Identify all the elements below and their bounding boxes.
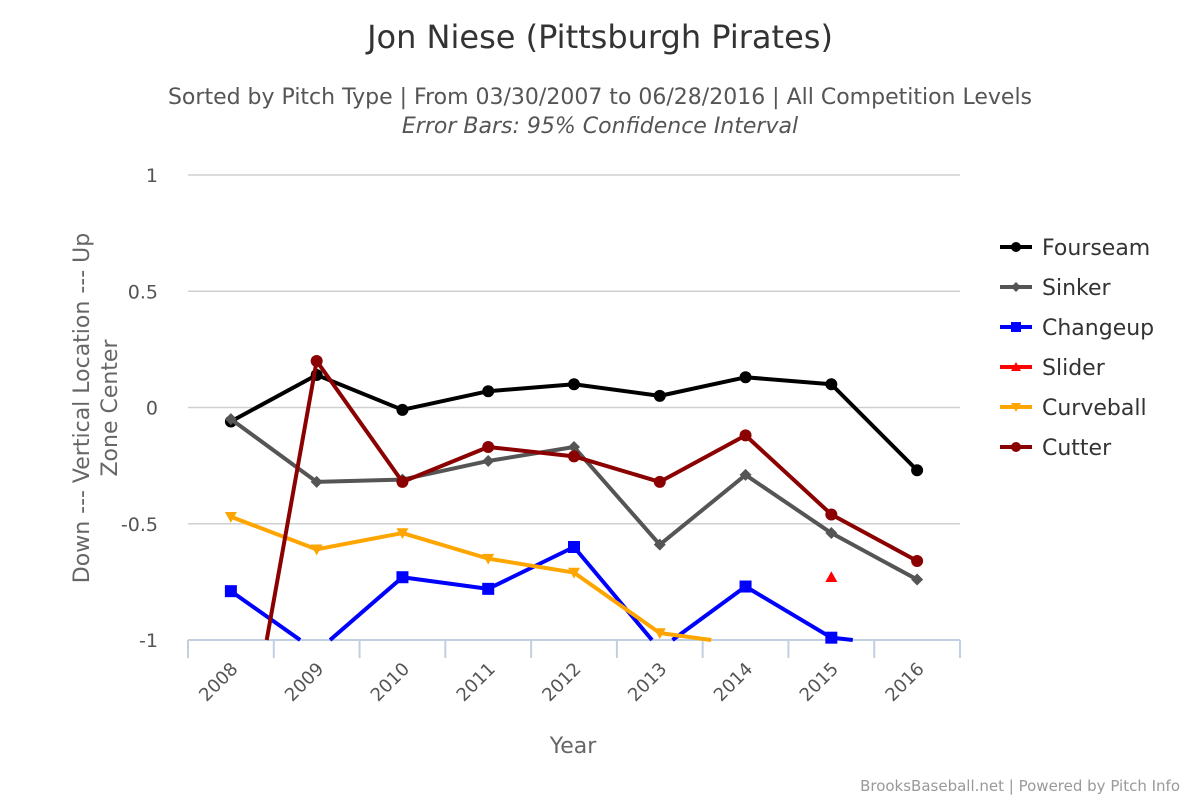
sinker-point[interactable] — [739, 468, 752, 481]
cutter-line — [264, 359, 919, 641]
curveball-point[interactable] — [224, 511, 237, 523]
sinker-point[interactable] — [224, 413, 237, 426]
x-tick-label: 2012 — [538, 659, 585, 706]
legend-marker[interactable] — [1011, 442, 1021, 452]
sinker-point[interactable] — [568, 441, 580, 454]
changeup-point[interactable] — [396, 571, 409, 584]
chart-subtitle-2: Error Bars: 95% Confidence Interval — [402, 114, 798, 139]
cutter-point[interactable] — [482, 441, 495, 454]
legend-marker[interactable] — [1011, 362, 1021, 371]
legend-label: Changeup — [1042, 316, 1154, 341]
legend-label: Curveball — [1042, 396, 1147, 421]
legend-marker[interactable] — [1011, 322, 1021, 332]
y-axis-title-line2: Zone Center — [98, 339, 123, 477]
series-fourseam — [224, 368, 924, 477]
credits-link[interactable]: BrooksBaseball.net | Powered by Pitch In… — [860, 777, 1180, 795]
changeup-line — [229, 545, 853, 642]
fourseam-point[interactable] — [396, 403, 409, 416]
fourseam-point[interactable] — [568, 378, 580, 391]
fourseam-point[interactable] — [653, 389, 666, 402]
changeup-point[interactable] — [739, 580, 752, 593]
x-axis-title: Year — [549, 734, 598, 759]
sinker-point[interactable] — [310, 475, 323, 488]
sinker-point[interactable] — [911, 573, 924, 586]
legend-label: Sinker — [1042, 276, 1112, 301]
fourseam-point[interactable] — [825, 378, 838, 391]
y-axis-title-line1: Down --- Vertical Location --- Up — [70, 233, 95, 583]
cutter-point[interactable] — [568, 450, 580, 463]
series-cutter — [264, 355, 924, 641]
legend-marker[interactable] — [1011, 403, 1021, 412]
x-tick-label: 2008 — [195, 659, 242, 706]
sinker-point[interactable] — [482, 454, 495, 467]
x-tick-label: 2009 — [281, 659, 328, 706]
changeup-point[interactable] — [482, 582, 495, 595]
cutter-point[interactable] — [911, 554, 924, 567]
cutter-point[interactable] — [310, 355, 323, 367]
cutter-point[interactable] — [739, 429, 752, 442]
y-tick-label: 1 — [146, 165, 158, 187]
series-curveball — [224, 511, 712, 642]
legend-item-slider[interactable]: Slider — [1000, 356, 1106, 381]
x-tick-label: 2011 — [453, 659, 500, 706]
curveball-line — [230, 514, 712, 642]
y-tick-label: -0.5 — [121, 514, 158, 536]
legend-item-sinker[interactable]: Sinker — [1000, 276, 1112, 301]
curveball-point[interactable] — [482, 553, 495, 565]
legend-label: Slider — [1042, 356, 1106, 381]
slider-point[interactable] — [825, 571, 838, 583]
sinker-point[interactable] — [825, 527, 838, 540]
x-tick-label: 2015 — [796, 659, 843, 706]
chart-title: Jon Niese (Pittsburgh Pirates) — [365, 18, 833, 56]
x-tick-label: 2013 — [624, 659, 671, 706]
legend-marker[interactable] — [1011, 282, 1021, 292]
sinker-point[interactable] — [653, 538, 666, 551]
series-changeup — [224, 541, 853, 644]
y-tick-label: 0 — [146, 398, 158, 420]
changeup-point[interactable] — [224, 585, 237, 598]
y-tick-label: -1 — [139, 630, 158, 652]
cutter-point[interactable] — [825, 508, 838, 521]
curveball-point[interactable] — [568, 567, 580, 579]
legend-item-changeup[interactable]: Changeup — [1000, 316, 1154, 341]
fourseam-point[interactable] — [482, 385, 495, 398]
cutter-point[interactable] — [653, 475, 666, 488]
series-sinker — [224, 413, 924, 586]
chart-subtitle: Sorted by Pitch Type | From 03/30/2007 t… — [168, 85, 1032, 110]
legend-label: Fourseam — [1042, 236, 1150, 261]
legend-item-cutter[interactable]: Cutter — [1000, 436, 1112, 461]
y-tick-label: 0.5 — [128, 281, 158, 303]
curveball-point[interactable] — [396, 528, 409, 540]
x-tick-label: 2016 — [881, 659, 928, 706]
cutter-point[interactable] — [396, 475, 409, 488]
x-tick-label: 2014 — [710, 659, 757, 706]
sinker-line — [229, 417, 919, 582]
legend-marker[interactable] — [1011, 242, 1021, 252]
changeup-point[interactable] — [825, 631, 838, 644]
curveball-point[interactable] — [653, 628, 666, 640]
series-slider — [825, 571, 838, 583]
fourseam-point[interactable] — [739, 371, 752, 384]
changeup-point[interactable] — [568, 541, 580, 553]
fourseam-line — [229, 373, 919, 472]
x-tick-label: 2010 — [367, 659, 414, 706]
legend-item-fourseam[interactable]: Fourseam — [1000, 236, 1150, 261]
fourseam-point[interactable] — [911, 464, 924, 477]
legend-item-curveball[interactable]: Curveball — [1000, 396, 1147, 421]
curveball-point[interactable] — [310, 544, 323, 556]
legend-label: Cutter — [1042, 436, 1112, 461]
